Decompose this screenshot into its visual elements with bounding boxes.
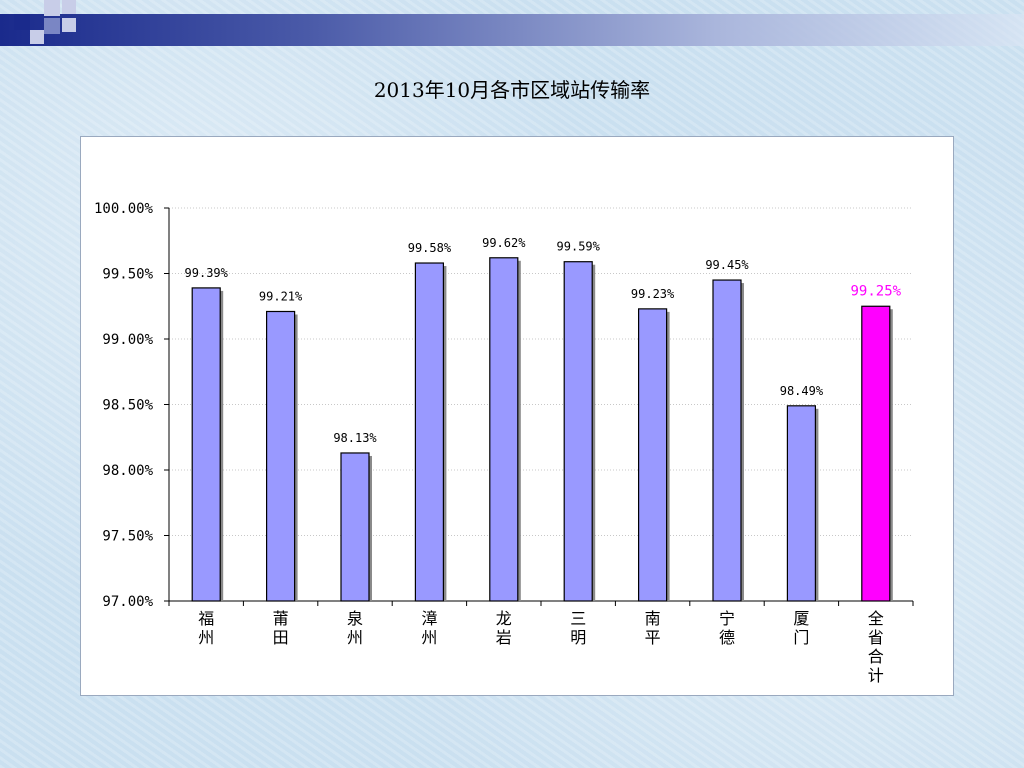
corner-decoration bbox=[0, 0, 80, 50]
bar bbox=[340, 452, 370, 602]
y-tick-label: 97.50% bbox=[102, 529, 153, 545]
y-tick-label: 97.00% bbox=[102, 594, 153, 610]
data-label: 98.13% bbox=[333, 431, 377, 445]
bar bbox=[489, 257, 519, 602]
x-tick-label: 宁德 bbox=[719, 609, 735, 647]
x-tick-label: 厦门 bbox=[793, 609, 809, 647]
data-label: 99.58% bbox=[408, 241, 452, 255]
y-tick-label: 98.50% bbox=[102, 398, 153, 414]
y-tick-label: 99.00% bbox=[102, 332, 153, 348]
data-label: 99.21% bbox=[259, 289, 303, 303]
y-tick-label: 99.50% bbox=[102, 267, 153, 283]
bar bbox=[786, 405, 817, 602]
bar bbox=[266, 310, 296, 602]
chart-panel: 97.00% 97.50% 98.00% 98.50% 99.00% 99.50% 100.… bbox=[80, 136, 954, 696]
bar bbox=[563, 261, 593, 602]
bar bbox=[861, 305, 891, 602]
y-tick-label: 98.00% bbox=[102, 463, 153, 479]
bar-chart: 97.00% 97.50% 98.00% 98.50% 99.00% 99.50% 100.… bbox=[94, 201, 914, 685]
x-tick-label: 莆田 bbox=[273, 609, 289, 647]
data-label: 99.45% bbox=[705, 258, 749, 272]
y-tick-label: 100.00% bbox=[94, 201, 154, 217]
bar bbox=[712, 279, 742, 602]
x-tick-label: 全省合计 bbox=[868, 609, 884, 685]
x-tick-label: 福州 bbox=[198, 609, 214, 647]
data-label: 98.49% bbox=[780, 384, 824, 398]
x-tick-label: 泉州 bbox=[347, 609, 363, 647]
data-label: 99.59% bbox=[557, 240, 601, 254]
data-label: 99.62% bbox=[482, 236, 526, 250]
x-tick-label: 龙岩 bbox=[496, 609, 512, 647]
page-title: 2013年10月各市区域站传输率 bbox=[373, 78, 651, 102]
header-gradient-bar bbox=[0, 14, 1024, 46]
x-tick-label: 漳州 bbox=[421, 609, 437, 647]
data-label: 99.39% bbox=[185, 266, 229, 280]
x-tick-label: 三明 bbox=[570, 609, 586, 647]
x-tick-label: 南平 bbox=[645, 609, 661, 647]
bar bbox=[191, 287, 221, 602]
data-label: 99.25% bbox=[851, 283, 902, 299]
bar bbox=[637, 308, 668, 602]
bar bbox=[414, 262, 444, 602]
data-label: 99.23% bbox=[631, 287, 675, 301]
